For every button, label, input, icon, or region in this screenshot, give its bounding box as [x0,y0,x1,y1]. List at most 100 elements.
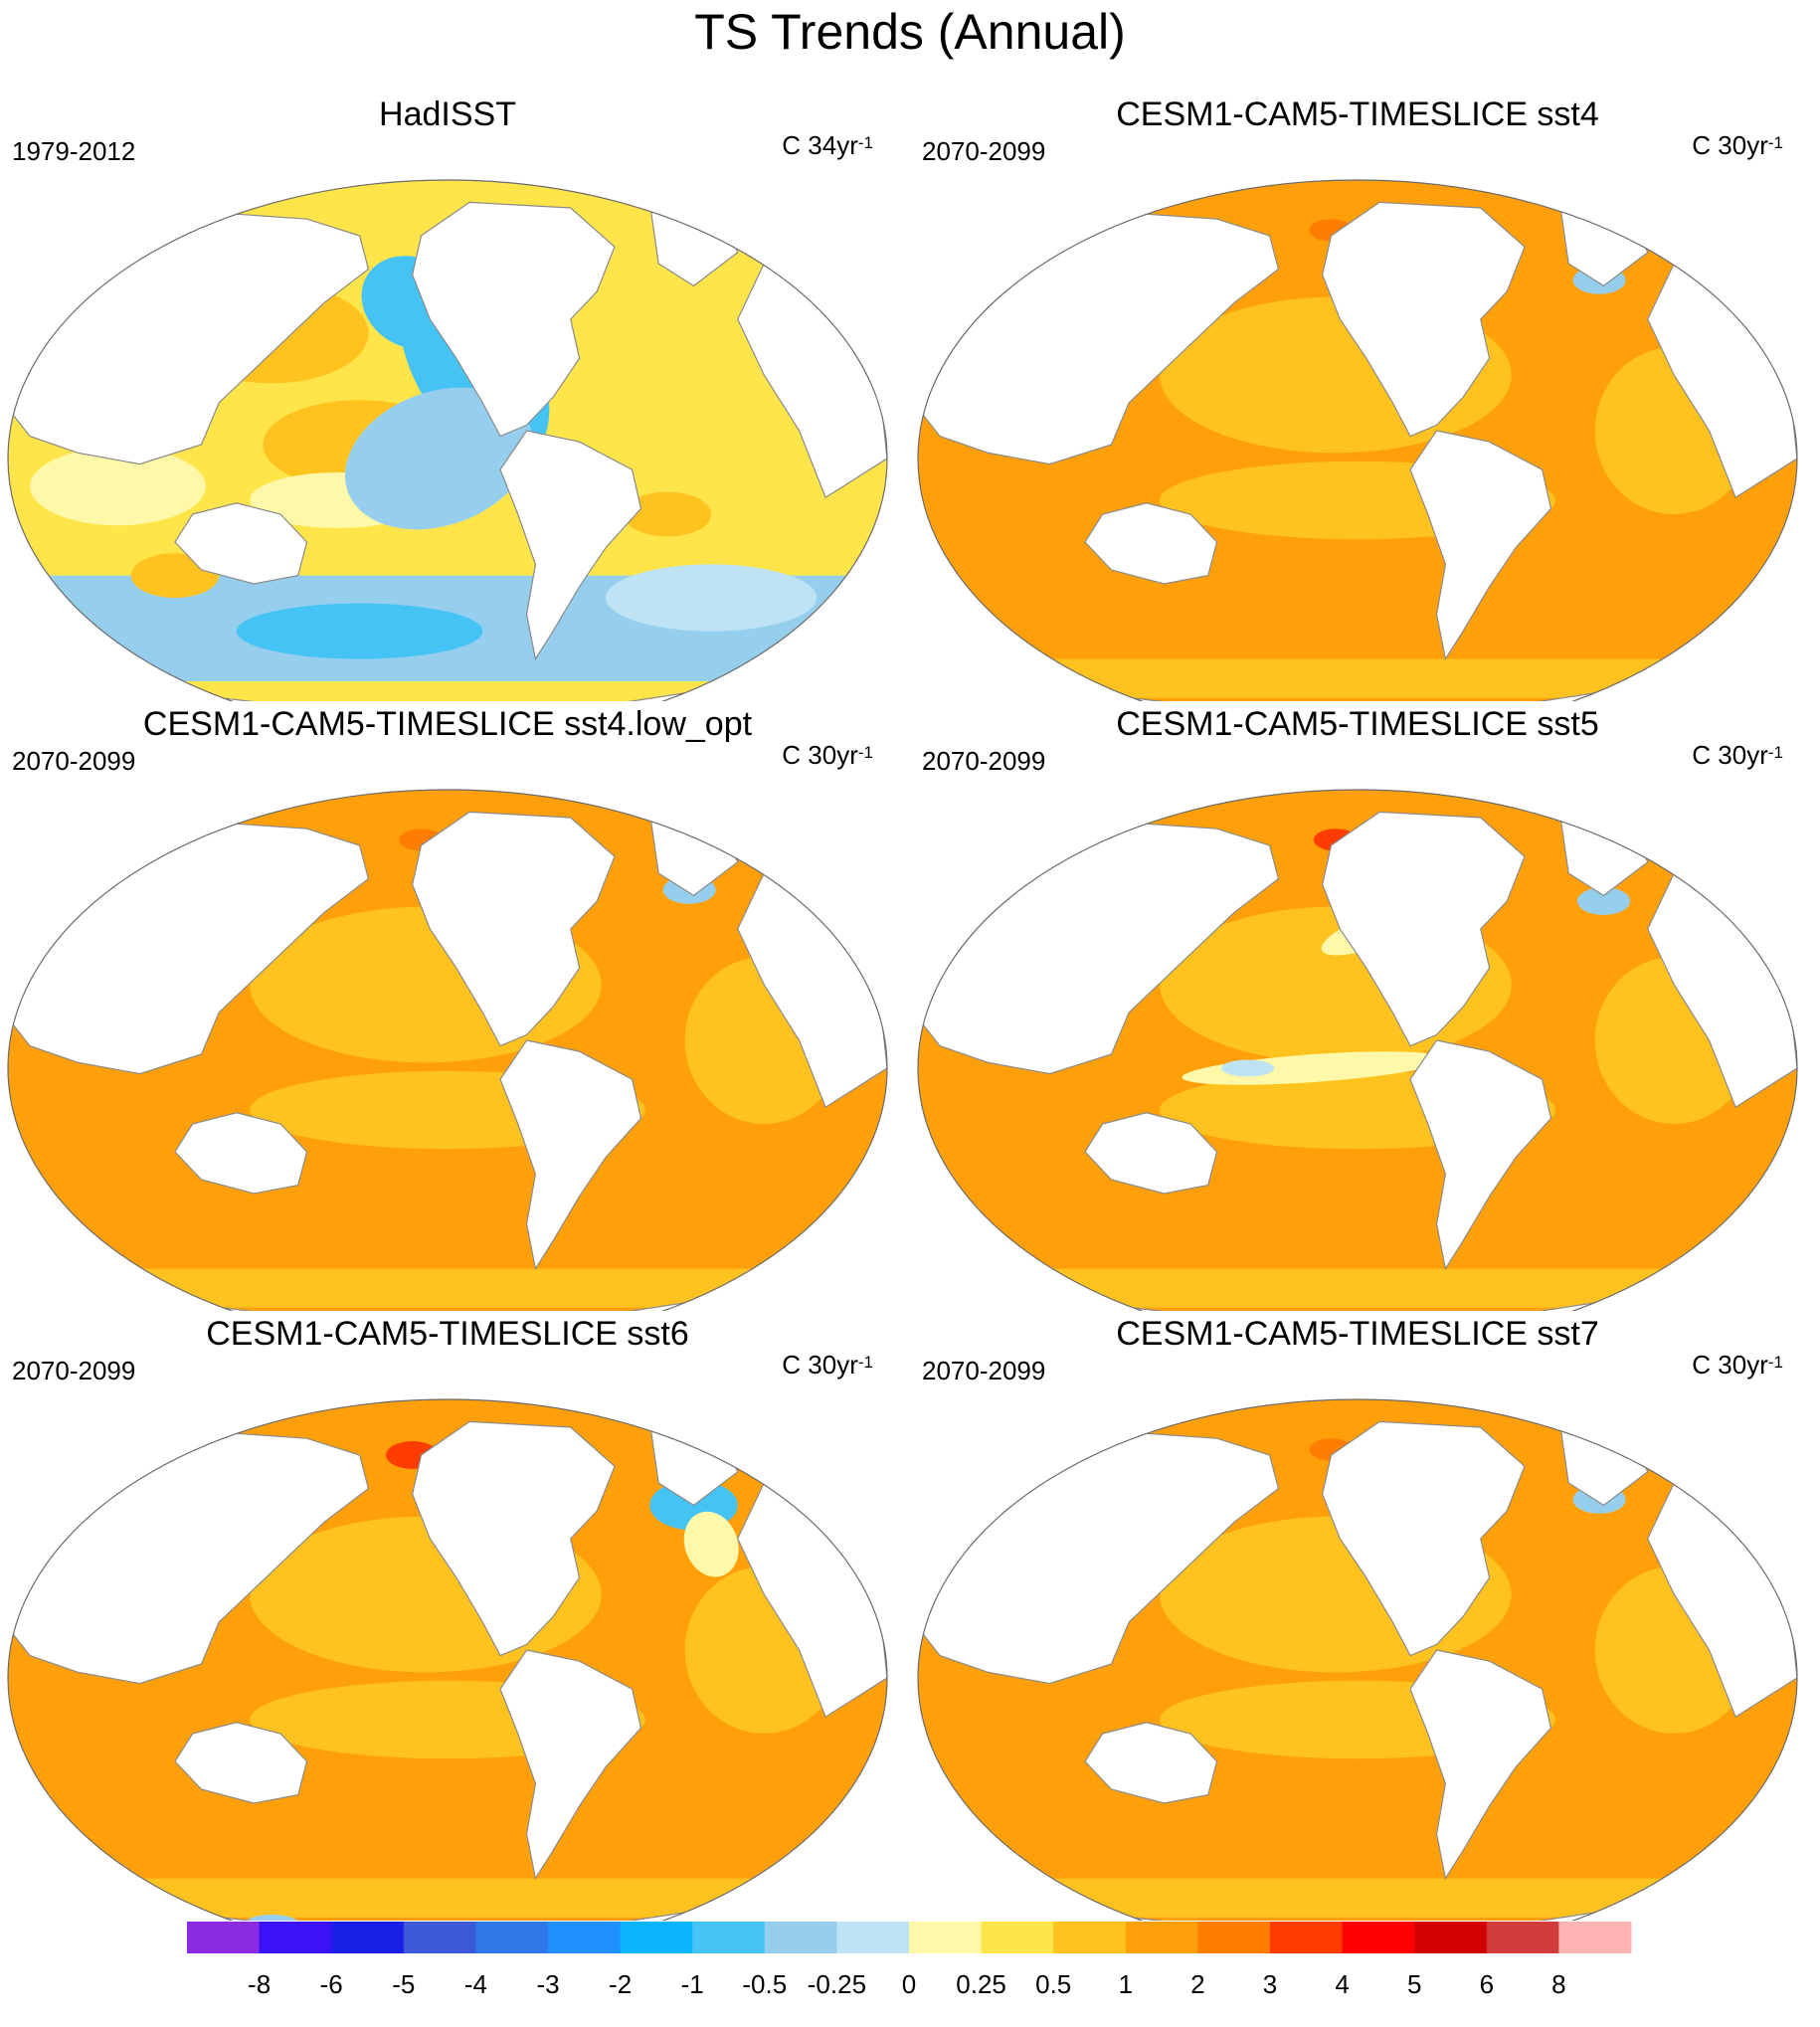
world-map [7,789,888,1311]
map-border [7,1398,888,1921]
map-border [917,1398,1798,1921]
colorbar-swatch [403,1922,476,1953]
colorbar-swatch [1342,1922,1415,1953]
colorbar-tick-label: 5 [1407,1969,1421,1999]
map-panel: CESM1-CAM5-TIMESLICE sst7 2070-2099 C 30yr… [910,1314,1805,1921]
colorbar-swatch [1558,1922,1632,1953]
map-panel: HadISST 1979-2012 C 34yr-1 [0,94,895,701]
landmass-southamerica [1409,1039,1552,1271]
colorbar-tick-label: -2 [609,1969,632,1999]
cooling-region [344,387,533,530]
map-border [7,179,888,701]
colorbar-swatch [836,1922,910,1953]
colorbar-tick-label: 0 [902,1969,916,1999]
colorbar-swatch [1053,1922,1127,1953]
world-map [917,789,1798,1311]
period-label: 2070-2099 [12,1356,136,1385]
neutral-patch [683,1511,739,1577]
colorbar-swatch [981,1922,1054,1953]
colorbar-swatch [692,1922,766,1953]
panel-title: CESM1-CAM5-TIMESLICE sst5 [1116,705,1599,743]
landmass-northamerica [412,1420,616,1657]
landmass-northamerica [412,201,616,438]
colorbar-swatch [1414,1922,1488,1953]
southern-ocean-band [1052,1878,1663,1918]
colorbar-swatch [1125,1922,1198,1953]
world-map [917,179,1798,701]
units-label: C 30yr-1 [782,740,873,770]
period-label: 2070-2099 [922,746,1046,776]
units-label: C 34yr-1 [782,130,873,160]
colorbar-swatch [764,1922,837,1953]
equatorial-cool-spot [1220,1059,1275,1077]
colorbar-swatch [548,1922,622,1953]
southern-ocean-band [1052,1268,1663,1308]
landmass-southamerica [499,430,642,661]
cooling-region [606,564,818,632]
landmass-australia [174,502,308,585]
north-atlantic-cooling [1577,887,1631,915]
colorbar-swatch [331,1922,405,1953]
map-border [917,789,1798,1311]
map-panel: CESM1-CAM5-TIMESLICE sst6 2070-2099 C 30yr… [0,1314,895,1921]
landmass-southamerica [1409,430,1552,661]
colorbar-tick-label: 3 [1263,1969,1277,1999]
colorbar-tick-label: 0.25 [956,1969,1006,1999]
southern-ocean-band [142,1878,753,1918]
units-label: C 30yr-1 [1692,1350,1783,1380]
units-label: C 30yr-1 [1692,740,1783,770]
map-border [7,789,888,1311]
colorbar-tick-label: 4 [1335,1969,1349,1999]
colorbar-swatch [187,1922,261,1953]
landmass-australia [174,1112,308,1195]
landmass-australia [1084,502,1218,585]
colorbar-tick-label: -0.5 [742,1969,787,1999]
colorbar-swatch [1270,1922,1344,1953]
colorbar-tick-label: -3 [536,1969,559,1999]
landmass-australia [1084,1722,1218,1804]
colorbar-swatch [909,1922,983,1953]
landmass-northamerica [1322,1420,1526,1657]
colorbar-tick-label: -8 [248,1969,271,1999]
map-border [917,179,1798,701]
panel-title: CESM1-CAM5-TIMESLICE sst6 [206,1315,689,1353]
landmass-southamerica [499,1039,642,1271]
colorbar-tick-label: -0.25 [808,1969,866,1999]
colorbar-tick-label: -6 [320,1969,343,1999]
colorbar-tick-label: 0.5 [1035,1969,1071,1999]
period-label: 1979-2012 [12,136,136,166]
period-label: 2070-2099 [922,136,1046,166]
panel-title: CESM1-CAM5-TIMESLICE sst4 [1116,95,1599,133]
cooling-region [245,1915,298,1921]
southern-ocean-band [1052,658,1663,698]
landmass-southamerica [1409,1649,1552,1881]
world-map [7,1398,888,1921]
panel-title: CESM1-CAM5-TIMESLICE sst7 [1116,1315,1599,1353]
colorbar-swatch [1197,1922,1271,1953]
colorbar-tick-label: -5 [392,1969,415,1999]
colorbar-swatch [1486,1922,1559,1953]
map-panel: CESM1-CAM5-TIMESLICE sst5 2070-2099 C 30yr… [910,704,1805,1311]
colorbar: -8 -6 -5 -4 -3 -2 -1 -0.5 -0.25 0 0.25 0.5 1 2 3 4 5 6 8 [187,1922,1632,1999]
landmass-australia [174,1722,308,1804]
landmass-northamerica [412,811,616,1047]
panel-title: HadISST [379,95,516,133]
landmass-northamerica [1322,201,1526,438]
colorbar-tick-label: -4 [464,1969,487,1999]
colorbar-swatch [259,1922,332,1953]
colorbar-swatch [475,1922,549,1953]
colorbar-tick-label: -1 [681,1969,704,1999]
period-label: 2070-2099 [12,746,136,776]
map-panel: CESM1-CAM5-TIMESLICE sst4.low_opt 2070-20… [0,704,895,1311]
units-label: C 30yr-1 [782,1350,873,1380]
colorbar-swatch [620,1922,693,1953]
period-label: 2070-2099 [922,1356,1046,1385]
landmass-australia [1084,1112,1218,1195]
warm-patch [623,491,712,537]
colorbar-tick-label: 1 [1119,1969,1133,1999]
world-map [917,1398,1798,1921]
colorbar-tick-label: 8 [1551,1969,1565,1999]
colorbar-tick-label: 2 [1190,1969,1204,1999]
southern-ocean-band [142,1268,753,1308]
map-panel: CESM1-CAM5-TIMESLICE sst4 2070-2099 C 30yr… [910,94,1805,701]
